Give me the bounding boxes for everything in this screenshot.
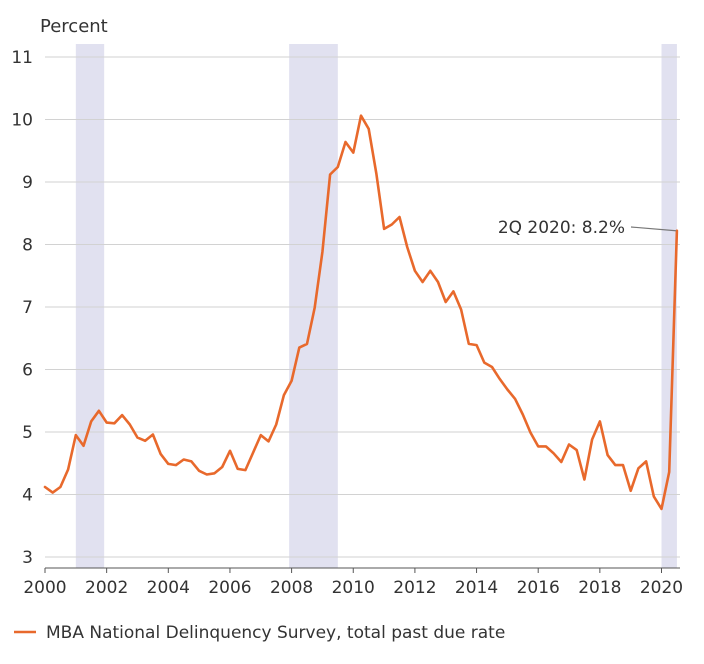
x-tick-label: 2012 (393, 578, 436, 598)
legend: MBA National Delinquency Survey, total p… (14, 623, 505, 643)
x-tick-label: 2008 (270, 578, 313, 598)
recession-shading (75, 44, 677, 568)
y-axis-label: Percent (40, 16, 108, 37)
x-tick-label: 2020 (640, 578, 683, 598)
y-tick-label: 8 (22, 236, 33, 256)
x-tick-label: 2004 (147, 578, 190, 598)
series-line-1 (43, 114, 679, 511)
x-tick-label: 2010 (332, 578, 375, 598)
x-tick-label: 2006 (208, 578, 251, 598)
gridlines (45, 56, 680, 558)
y-tick-label: 10 (11, 111, 33, 131)
x-tick-label: 2000 (23, 578, 66, 598)
recession-band-1 (75, 44, 105, 568)
legend-label: MBA National Delinquency Survey, total p… (46, 623, 505, 643)
recession-band-3 (661, 44, 677, 568)
series-layer (43, 114, 679, 511)
y-tick-label: 6 (22, 361, 33, 381)
annotation-label: 2Q 2020: 8.2% (498, 218, 625, 238)
y-tick-label: 5 (22, 423, 33, 443)
x-tick-label: 2016 (517, 578, 560, 598)
y-tick-label: 7 (22, 298, 33, 318)
x-axis: 2000 2002 2004 2006 2008 2010 2012 2014 2016 2018… (23, 567, 683, 598)
y-tick-label: 11 (11, 48, 33, 68)
annotation: 2Q 2020: 8.2% (498, 218, 676, 238)
x-tick-label: 2014 (455, 578, 498, 598)
y-tick-label: 3 (22, 548, 33, 568)
annotation-leader-line (630, 226, 676, 232)
x-tick-label: 2002 (85, 578, 128, 598)
recession-band-2 (289, 44, 338, 568)
y-tick-label: 9 (22, 173, 33, 193)
y-axis: 3 4 5 6 7 8 9 10 11 (11, 48, 33, 568)
x-tick-label: 2018 (578, 578, 621, 598)
y-tick-label: 4 (22, 486, 33, 506)
